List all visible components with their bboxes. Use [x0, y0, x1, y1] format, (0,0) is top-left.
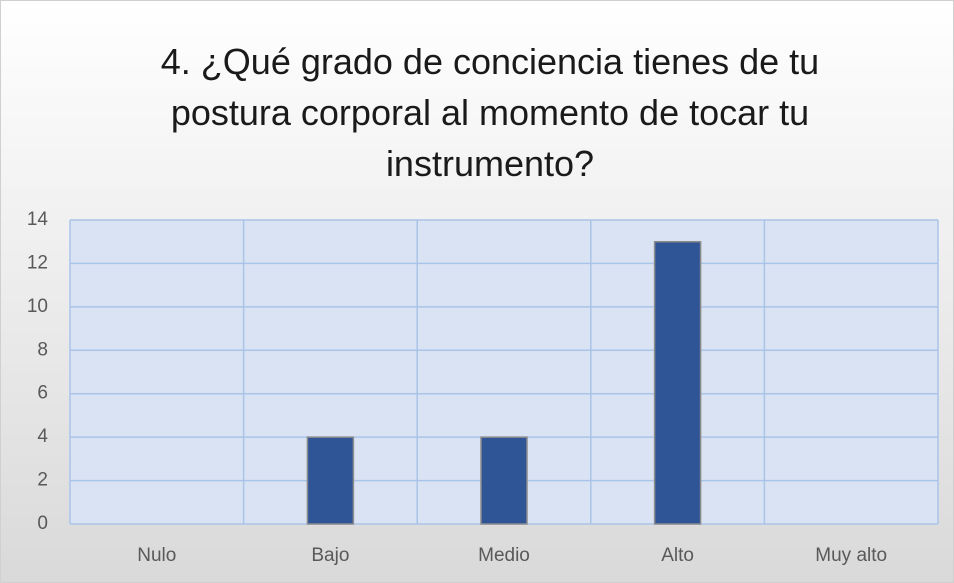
y-tick-label: 0	[37, 513, 48, 534]
x-tick-label: Medio	[478, 545, 530, 566]
chart-title: 4. ¿Qué grado de conciencia tienes de tu…	[160, 41, 820, 184]
bar	[480, 436, 528, 525]
y-tick-label: 6	[37, 383, 48, 404]
y-tick-label: 8	[37, 339, 48, 360]
x-tick-label: Alto	[661, 545, 694, 566]
y-tick-label: 4	[37, 426, 48, 447]
y-tick-label: 12	[27, 252, 48, 273]
y-tick-label: 2	[37, 470, 48, 491]
bar	[306, 436, 355, 525]
x-tick-label: Muy alto	[815, 545, 887, 566]
y-tick-label: 14	[27, 209, 49, 230]
x-tick-label: Nulo	[137, 545, 176, 566]
bar	[653, 240, 702, 525]
x-tick-label: Bajo	[311, 545, 349, 566]
y-tick-label: 10	[27, 296, 48, 317]
